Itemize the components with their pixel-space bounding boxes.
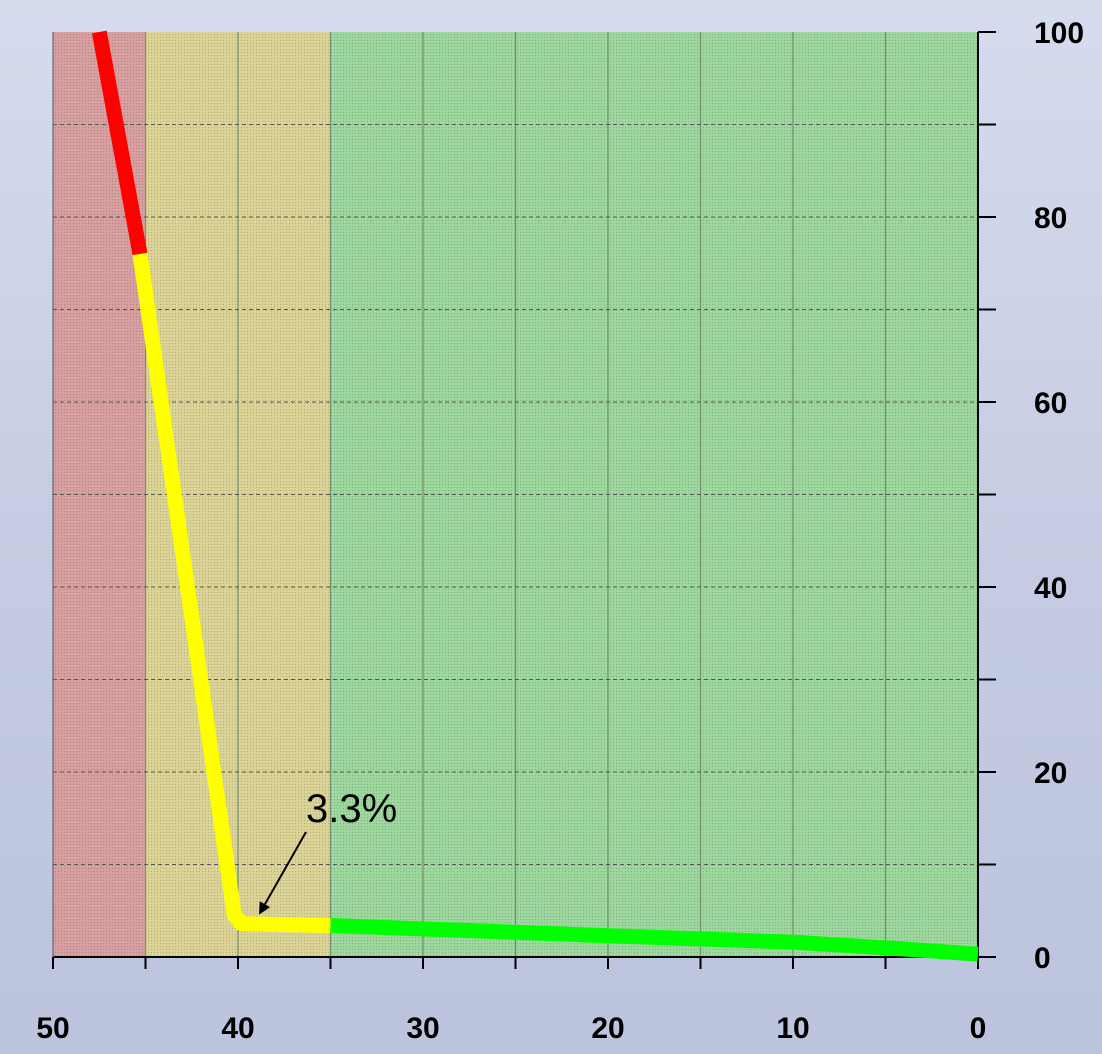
x-tick-label: 40 [221, 1012, 254, 1045]
annotations: 3.3% [259, 787, 397, 915]
x-tick-label: 0 [970, 1012, 987, 1045]
y-tick-label: 60 [1034, 387, 1067, 420]
x-tick-label: 20 [591, 1012, 624, 1045]
x-tick-label: 10 [776, 1012, 809, 1045]
y-tick-label: 80 [1034, 202, 1067, 235]
y-tick-label: 0 [1034, 942, 1051, 975]
annotation-label: 3.3% [306, 787, 397, 831]
annotation-arrow [259, 831, 307, 915]
x-tick-label: 30 [406, 1012, 439, 1045]
x-tick-label: 50 [36, 1012, 69, 1045]
series-line-0 [91, 30, 148, 256]
y-tick-label: 40 [1034, 572, 1067, 605]
series-line-1 [132, 252, 331, 933]
y-tick-label: 20 [1034, 757, 1067, 790]
axes [52, 31, 996, 969]
series-line-2 [330, 918, 979, 962]
series-lines [91, 30, 979, 962]
y-tick-label: 100 [1034, 17, 1084, 50]
